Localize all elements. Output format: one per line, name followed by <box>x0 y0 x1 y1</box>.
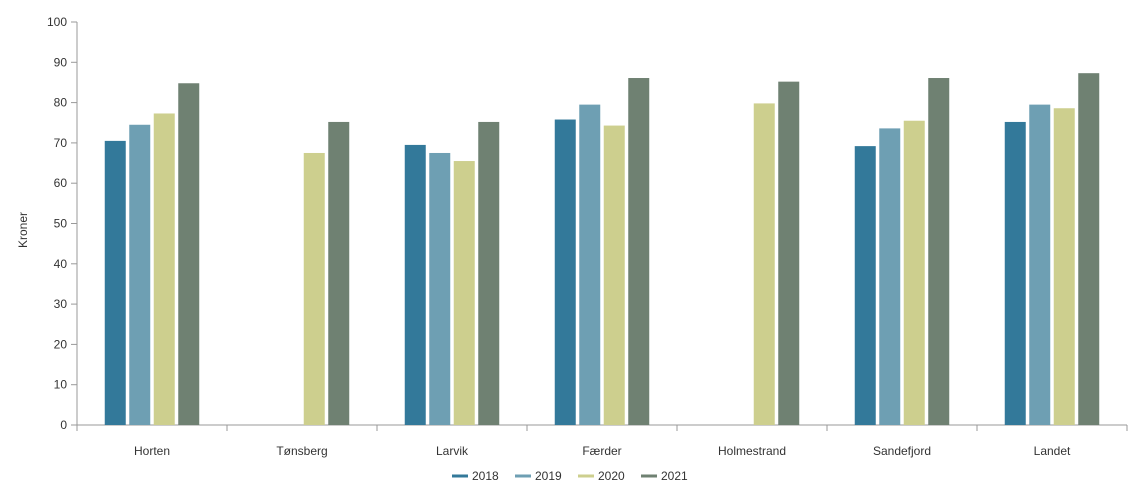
y-tick-label: 70 <box>54 136 68 150</box>
y-tick-label: 90 <box>54 55 68 69</box>
bar-2021-larvik <box>478 121 500 425</box>
x-category-label: Færder <box>582 444 621 458</box>
legend-label: 2018 <box>472 469 499 483</box>
bar-2018-larvik <box>404 144 426 426</box>
y-tick-label: 20 <box>54 337 68 351</box>
bar-2019-landet <box>1029 104 1051 426</box>
axes <box>76 22 1127 426</box>
bar-2019-færder <box>579 104 601 426</box>
bar-2020-færder <box>603 125 625 426</box>
bar-2020-sandefjord <box>903 120 925 426</box>
y-tick-label: 100 <box>47 15 67 29</box>
bar-2018-sandefjord <box>854 146 876 425</box>
bar-2021-horten <box>178 83 200 426</box>
legend-label: 2019 <box>535 469 562 483</box>
legend-label: 2021 <box>661 469 688 483</box>
x-category-label: Sandefjord <box>873 444 931 458</box>
bar-2021-landet <box>1078 73 1100 425</box>
bar-2021-tønsberg <box>328 121 350 425</box>
y-tick-label: 50 <box>54 217 68 231</box>
bar-2019-sandefjord <box>879 128 901 425</box>
bar-2020-tønsberg <box>303 152 325 425</box>
x-category-label: Landet <box>1034 444 1071 458</box>
bar-2019-larvik <box>429 152 451 425</box>
y-axis-ticks: 0 10 20 30 40 50 60 70 80 90 100 <box>47 15 77 432</box>
y-axis-title: Kroner <box>16 212 30 248</box>
y-tick-label: 40 <box>54 257 68 271</box>
y-tick-label: 60 <box>54 176 68 190</box>
y-tick-label: 80 <box>54 96 68 110</box>
bar-2021-færder <box>628 78 650 425</box>
y-tick-label: 0 <box>60 418 67 432</box>
y-tick-label: 30 <box>54 297 68 311</box>
bar-2021-sandefjord <box>928 78 950 425</box>
y-tick-label: 10 <box>54 378 68 392</box>
legend: 2018 2019 2020 2021 <box>452 469 688 483</box>
bar-2019-horten <box>129 124 151 425</box>
bar-2018-horten <box>104 140 126 425</box>
x-category-label: Holmestrand <box>718 444 786 458</box>
bar-2020-horten <box>153 113 175 425</box>
x-category-label: Tønsberg <box>276 444 327 458</box>
bar-2020-holmestrand <box>753 103 775 425</box>
bar-2018-færder <box>554 119 576 425</box>
x-axis-ticks: Horten Tønsberg Larvik Færder Holmestrand San… <box>76 425 1128 458</box>
bar-2021-holmestrand <box>778 81 800 426</box>
bars <box>104 73 1100 426</box>
bar-2020-larvik <box>453 161 475 425</box>
legend-label: 2020 <box>598 469 625 483</box>
bar-2020-landet <box>1053 108 1075 425</box>
x-category-label: Larvik <box>436 444 469 458</box>
x-category-label: Horten <box>134 444 170 458</box>
bar-2018-landet <box>1004 121 1026 425</box>
